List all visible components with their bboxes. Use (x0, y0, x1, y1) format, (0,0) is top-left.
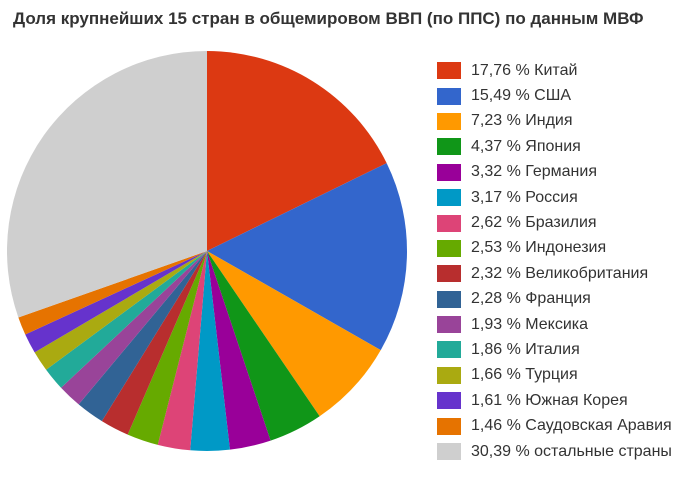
legend-label: 4,37 % Япония (471, 137, 581, 155)
legend-item: 3,32 % Германия (437, 160, 672, 185)
legend-item: 1,93 % Мексика (437, 312, 672, 337)
legend-swatch (437, 417, 461, 435)
pie-slice (207, 51, 387, 251)
legend-swatch (437, 341, 461, 359)
pie-slice (127, 251, 207, 445)
legend-label: 3,32 % Германия (471, 163, 597, 181)
legend-label: 2,32 % Великобритания (471, 264, 649, 282)
pie-slice (18, 251, 207, 335)
legend-label: 1,93 % Мексика (471, 315, 589, 333)
pie-slice (46, 251, 208, 388)
pie-slice (207, 251, 320, 441)
legend-swatch (437, 62, 461, 80)
legend-label: 7,23 % Индия (471, 112, 573, 130)
legend-item: 1,86 % Италия (437, 337, 672, 362)
legend-item: 30,39 % остальные страны (437, 439, 672, 464)
legend-label: 1,66 % Турция (471, 366, 578, 384)
legend-label: 3,17 % Россия (471, 188, 578, 206)
legend-swatch (437, 239, 461, 257)
legend-label: 17,76 % Китай (471, 61, 578, 79)
legend-swatch (437, 138, 461, 156)
legend: 17,76 % Китай 15,49 % США 7,23 % Индия 4,37… (437, 58, 672, 464)
legend-label: 1,46 % Саудовская Аравия (471, 417, 672, 435)
legend-swatch (437, 290, 461, 308)
pie-slice (6, 51, 207, 318)
legend-item: 1,46 % Саудовская Аравия (437, 413, 672, 438)
pie-slice (207, 163, 407, 351)
legend-swatch (437, 316, 461, 334)
legend-item: 2,62 % Бразилия (437, 210, 672, 235)
pie-slice (61, 251, 207, 405)
legend-item: 1,66 % Турция (437, 363, 672, 388)
legend-label: 1,86 % Италия (471, 340, 580, 358)
legend-swatch (437, 265, 461, 283)
pie-slice (25, 251, 207, 353)
legend-swatch (437, 443, 461, 461)
legend-item: 17,76 % Китай (437, 58, 672, 83)
legend-item: 1,61 % Южная Корея (437, 388, 672, 413)
legend-label: 2,28 % Франция (471, 290, 591, 308)
pie-slice (78, 251, 208, 422)
pie-slice (207, 251, 271, 450)
legend-label: 2,53 % Индонезия (471, 239, 607, 257)
legend-swatch (437, 87, 461, 105)
pie-slice (157, 251, 207, 451)
legend-swatch (437, 392, 461, 410)
legend-label: 15,49 % США (471, 87, 572, 105)
legend-swatch (437, 214, 461, 232)
legend-label: 1,61 % Южная Корея (471, 391, 628, 409)
pie-chart (6, 51, 407, 451)
legend-item: 7,23 % Индия (437, 109, 672, 134)
legend-item: 2,32 % Великобритания (437, 261, 672, 286)
legend-item: 15,49 % США (437, 83, 672, 108)
legend-swatch (437, 163, 461, 181)
legend-item: 4,37 % Япония (437, 134, 672, 159)
legend-swatch (437, 189, 461, 207)
pie-slice (190, 251, 230, 451)
legend-label: 2,62 % Бразилия (471, 214, 597, 232)
legend-item: 2,28 % Франция (437, 287, 672, 312)
legend-swatch (437, 112, 461, 130)
pie-slice (34, 251, 207, 370)
pie-slice (207, 251, 381, 417)
pie-slice (101, 251, 207, 435)
legend-item: 3,17 % Россия (437, 185, 672, 210)
legend-swatch (437, 366, 461, 384)
chart-title: Доля крупнейших 15 стран в общемировом В… (13, 9, 644, 28)
legend-item: 2,53 % Индонезия (437, 236, 672, 261)
legend-label: 30,39 % остальные страны (471, 442, 672, 460)
